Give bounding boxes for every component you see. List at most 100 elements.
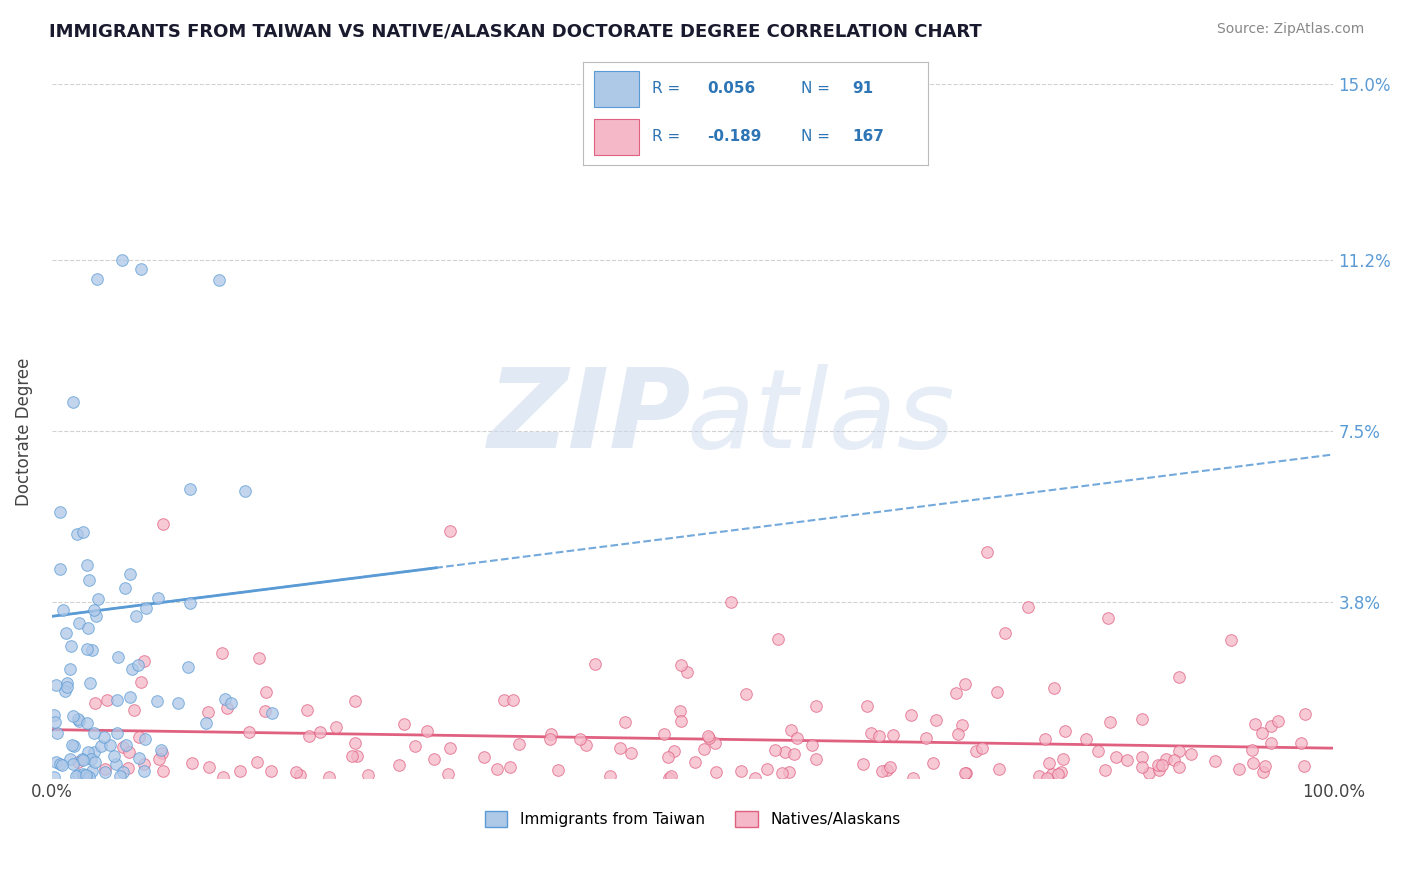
Point <box>72 766 94 780</box>
Point <box>127 657 149 672</box>
Point <box>66 768 89 782</box>
Point <box>508 737 530 751</box>
Point <box>1163 753 1185 767</box>
Point <box>697 731 720 746</box>
Point <box>1267 714 1289 728</box>
Point <box>538 731 561 746</box>
Point <box>325 720 347 734</box>
Point <box>66 527 89 541</box>
Point <box>181 756 204 770</box>
Point <box>860 725 883 739</box>
Point <box>1098 715 1121 730</box>
Point <box>150 746 173 760</box>
Point <box>93 765 115 780</box>
Point <box>1046 766 1069 780</box>
Point <box>1204 754 1226 768</box>
Point <box>1180 747 1202 761</box>
Point <box>599 769 621 783</box>
Point <box>114 582 136 596</box>
Point <box>51 758 73 772</box>
Text: R =: R = <box>652 81 681 96</box>
Point <box>110 769 132 783</box>
Point <box>145 694 167 708</box>
Point <box>583 657 606 671</box>
Bar <box>593 70 638 106</box>
Point <box>388 758 411 772</box>
Point <box>1038 756 1060 770</box>
Point <box>44 707 66 722</box>
Point <box>111 740 134 755</box>
Point <box>900 708 922 723</box>
Legend: Immigrants from Taiwan, Natives/Alaskans: Immigrants from Taiwan, Natives/Alaskans <box>478 805 907 833</box>
Point <box>128 730 150 744</box>
Point <box>499 760 522 774</box>
Point <box>125 609 148 624</box>
Point <box>1053 724 1076 739</box>
Point <box>669 714 692 728</box>
Point <box>233 483 256 498</box>
Point <box>146 591 169 605</box>
Point <box>568 732 591 747</box>
Point <box>474 749 496 764</box>
Point <box>868 729 890 743</box>
Point <box>59 662 82 676</box>
Point <box>780 723 803 737</box>
Y-axis label: Doctorate Degree: Doctorate Degree <box>15 357 32 506</box>
Point <box>135 600 157 615</box>
Point <box>1229 763 1251 777</box>
Point <box>1035 771 1057 785</box>
Point <box>620 747 643 761</box>
Point <box>62 395 84 409</box>
Point <box>423 752 446 766</box>
Point <box>297 703 319 717</box>
Point <box>122 702 145 716</box>
Point <box>83 725 105 739</box>
Point <box>659 769 682 783</box>
Point <box>1152 757 1174 772</box>
Point <box>80 642 103 657</box>
Point <box>697 730 720 744</box>
Point <box>128 751 150 765</box>
Point <box>132 654 155 668</box>
Point <box>1146 758 1168 772</box>
Point <box>83 755 105 769</box>
Point <box>494 693 516 707</box>
Point <box>211 646 233 660</box>
Point <box>56 676 79 690</box>
Point <box>404 739 426 753</box>
Point <box>416 723 439 738</box>
Point <box>83 745 105 759</box>
Point <box>756 762 779 776</box>
Point <box>852 756 875 771</box>
Point <box>1052 752 1074 766</box>
Point <box>344 694 367 708</box>
Point <box>67 616 90 631</box>
Point <box>75 771 97 785</box>
Point <box>730 764 752 778</box>
Point <box>948 727 970 741</box>
Point <box>56 681 79 695</box>
Point <box>298 730 321 744</box>
Point <box>945 686 967 700</box>
Point <box>669 704 692 718</box>
Point <box>76 558 98 573</box>
Point <box>76 621 98 635</box>
Text: 167: 167 <box>852 129 884 145</box>
Point <box>254 684 277 698</box>
Point <box>118 745 141 759</box>
Point <box>211 770 233 784</box>
Point <box>924 713 946 727</box>
Point <box>870 764 893 778</box>
Point <box>955 765 977 780</box>
Point <box>149 743 172 757</box>
Point <box>676 665 699 680</box>
Point <box>66 755 89 769</box>
Point <box>52 603 75 617</box>
Point <box>575 738 598 752</box>
Point <box>46 725 69 739</box>
Text: IMMIGRANTS FROM TAIWAN VS NATIVE/ALASKAN DOCTORATE DEGREE CORRELATION CHART: IMMIGRANTS FROM TAIWAN VS NATIVE/ALASKAN… <box>49 22 981 40</box>
Point <box>105 693 128 707</box>
Point <box>783 747 806 761</box>
Point <box>437 767 460 781</box>
Point <box>879 760 901 774</box>
